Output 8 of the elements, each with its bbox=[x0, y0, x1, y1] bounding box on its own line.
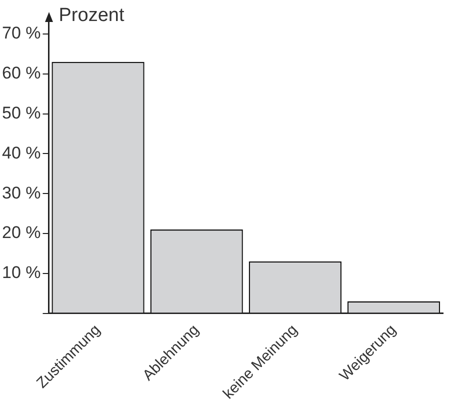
y-tick-label: 60 % bbox=[2, 64, 41, 83]
y-tick-label: 70 % bbox=[2, 24, 41, 43]
y-tick-label: 50 % bbox=[2, 103, 41, 122]
y-tick-label: 30 % bbox=[2, 183, 41, 202]
y-tick-label: 20 % bbox=[2, 223, 41, 242]
y-axis-title: Prozent bbox=[58, 5, 125, 26]
y-tick-label: 10 % bbox=[2, 263, 41, 282]
y-tick-label: 40 % bbox=[2, 143, 41, 162]
